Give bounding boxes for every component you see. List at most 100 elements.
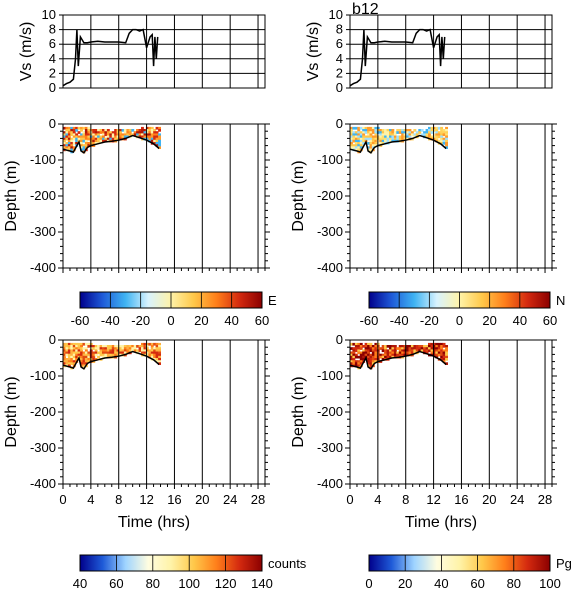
heat-cell: [430, 135, 434, 139]
heat-cell: [354, 362, 358, 365]
heat-cell: [75, 139, 79, 143]
heat-cell: [432, 345, 436, 348]
heat-cell: [442, 131, 446, 134]
x-tick-label: 12: [426, 492, 440, 507]
heat-cell: [67, 355, 71, 359]
heat-cell: [63, 133, 66, 137]
heat-cell: [357, 146, 361, 149]
heat-cell: [121, 347, 125, 350]
heat-cell: [350, 351, 353, 355]
heat-cell: [374, 342, 378, 346]
heat-cell: [371, 349, 375, 353]
heat-cell: [374, 353, 378, 357]
heat-cell: [442, 345, 446, 348]
colorbar-tick-label: 60: [255, 313, 269, 328]
heat-cell: [82, 358, 86, 361]
heat-cell: [148, 353, 152, 357]
heat-cell: [381, 347, 385, 350]
heat-cell: [374, 349, 378, 353]
heat-cell: [94, 345, 98, 348]
heat-cell: [80, 345, 83, 348]
heat-cell: [65, 135, 69, 139]
heat-cell: [67, 129, 71, 132]
heat-cell: [148, 342, 152, 346]
heat-cell: [437, 345, 441, 348]
heat-cell: [72, 351, 76, 355]
heat-cell: [87, 133, 91, 137]
heat-cell: [143, 133, 147, 137]
heat-cell: [121, 129, 125, 132]
heat-cell: [374, 133, 378, 137]
heat-cell: [94, 351, 98, 355]
heat-cell: [102, 137, 105, 141]
heat-cell: [430, 129, 434, 132]
heat-cell: [396, 131, 400, 134]
heat-cell: [381, 137, 385, 141]
heat-cell: [435, 133, 439, 137]
heat-cell: [374, 126, 378, 130]
heat-cell: [430, 351, 434, 355]
y-tick-label: -100: [30, 368, 56, 383]
heat-cell: [442, 142, 446, 145]
heat-cell: [65, 351, 69, 355]
heat-cell: [371, 129, 375, 132]
heat-cell: [406, 133, 409, 137]
heat-cell: [72, 345, 76, 348]
heat-cell: [80, 360, 83, 363]
heat-cell: [398, 351, 402, 355]
heat-cell: [67, 144, 71, 147]
heat-cell: [77, 126, 81, 130]
heat-cell: [155, 347, 159, 350]
heat-cell: [87, 144, 91, 147]
heat-cell: [82, 135, 86, 139]
heat-cell: [150, 133, 154, 137]
heat-cell: [126, 133, 130, 137]
heat-cell: [396, 347, 400, 350]
heat-cell: [114, 353, 118, 357]
heat-cell: [111, 135, 115, 139]
heat-cell: [158, 142, 161, 145]
heat-cell: [445, 349, 448, 353]
heat-cell: [357, 351, 361, 355]
heat-cell: [350, 347, 353, 350]
y-tick-label: 0: [336, 116, 343, 131]
heat-cell: [369, 360, 373, 363]
heat-cell: [386, 353, 390, 357]
depth-axis-label: Depth (m): [290, 376, 307, 447]
heat-cell: [80, 349, 83, 353]
heat-cell: [111, 347, 115, 350]
heat-cell: [104, 137, 108, 141]
heat-cell: [138, 349, 142, 353]
heat-cell: [87, 131, 91, 134]
heat-cell: [94, 133, 98, 137]
heat-cell: [128, 129, 132, 132]
heat-cell: [384, 135, 387, 139]
heat-cell: [158, 139, 161, 143]
heat-cell: [63, 126, 66, 130]
heat-cell: [119, 347, 122, 350]
heat-cell: [116, 351, 120, 355]
heat-cell: [423, 345, 426, 348]
heat-cell: [445, 139, 448, 143]
heat-cell: [420, 129, 424, 132]
heat-cell: [369, 342, 373, 346]
heat-cell: [428, 345, 431, 348]
heat-cell: [153, 358, 157, 361]
heat-cell: [109, 345, 113, 348]
heat-cell: [119, 133, 122, 137]
heat-cell: [80, 353, 83, 357]
heat-cell: [148, 126, 152, 130]
heat-cell: [367, 135, 370, 139]
heat-cell: [63, 353, 66, 357]
heat-cell: [379, 142, 383, 145]
heat-cell: [386, 135, 390, 139]
heat-cell: [364, 129, 368, 132]
heat-cell: [65, 146, 69, 149]
heat-cell: [153, 347, 157, 350]
heat-cell: [150, 355, 154, 359]
heat-cell: [70, 360, 74, 363]
heat-cell: [104, 347, 108, 350]
heat-cell: [158, 129, 161, 132]
heat-cell: [386, 139, 390, 143]
heat-cell: [391, 137, 395, 141]
